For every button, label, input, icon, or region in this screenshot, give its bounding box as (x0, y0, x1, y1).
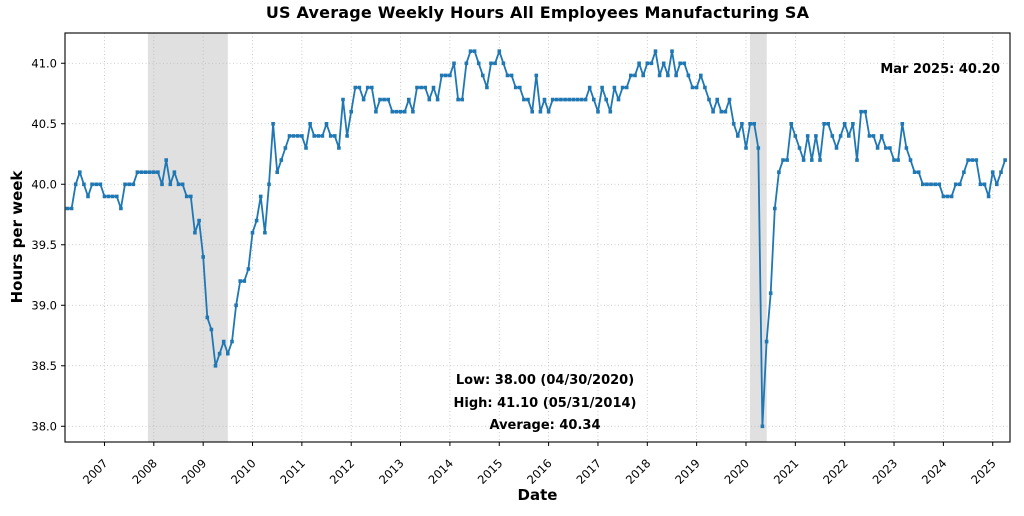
latest-value-annotation: Mar 2025: 40.20 (880, 62, 1000, 77)
x-tick-label: 2020 (722, 456, 753, 487)
x-tick-label: 2023 (870, 456, 901, 487)
x-tick-label: 2018 (623, 456, 654, 487)
stats-annotation: Low: 38.00 (04/30/2020) High: 41.10 (05/… (395, 370, 695, 438)
x-axis-label: Date (517, 486, 558, 504)
data-series (65, 49, 1007, 429)
x-tick-label: 2019 (672, 456, 703, 487)
gridlines (65, 33, 1010, 442)
y-tick-label: 38.5 (31, 359, 57, 373)
x-tick-label: 2016 (524, 456, 555, 487)
x-tick-label: 2007 (80, 456, 111, 487)
x-tick-label: 2017 (573, 456, 604, 487)
axes-spines (64, 32, 1011, 443)
x-tick-label: 2022 (820, 456, 851, 487)
recession-bands (147, 33, 767, 442)
x-tick-label: 2024 (919, 456, 950, 487)
x-tick-label: 2012 (327, 456, 358, 487)
y-tick-label: 40.5 (31, 117, 57, 131)
y-axis-label: Hours per week (8, 170, 26, 304)
average-annotation: Average: 40.34 (489, 418, 601, 433)
recession-band (749, 33, 767, 442)
y-tick-label: 41.0 (31, 56, 57, 70)
x-tick-label: 2014 (425, 456, 456, 487)
x-tick-label: 2009 (179, 456, 210, 487)
x-tick-label: 2015 (475, 456, 506, 487)
y-tick-labels: 38.0 38.5 39.0 39.5 40.0 40.5 41.0 (31, 56, 57, 433)
x-tick-label: 2008 (129, 456, 160, 487)
high-annotation: High: 41.10 (05/31/2014) (453, 395, 637, 411)
y-tick-label: 40.0 (31, 177, 57, 191)
axis-ticks (61, 62, 994, 446)
x-tick-label: 2025 (968, 456, 999, 487)
x-tick-labels: 2007 2008 2009 2010 2011 2012 2013 2014 2015 2016… (80, 456, 999, 487)
chart-title: US Average Weekly Hours All Employees Ma… (265, 3, 810, 22)
x-tick-label: 2021 (771, 456, 802, 487)
x-tick-label: 2011 (277, 456, 308, 487)
low-annotation: Low: 38.00 (04/30/2020) (455, 373, 635, 388)
x-tick-label: 2010 (228, 456, 259, 487)
y-tick-label: 39.5 (31, 238, 57, 252)
x-tick-label: 2013 (376, 456, 407, 487)
recession-band (147, 33, 228, 442)
y-tick-label: 39.0 (31, 298, 57, 312)
y-tick-label: 38.0 (31, 419, 57, 433)
